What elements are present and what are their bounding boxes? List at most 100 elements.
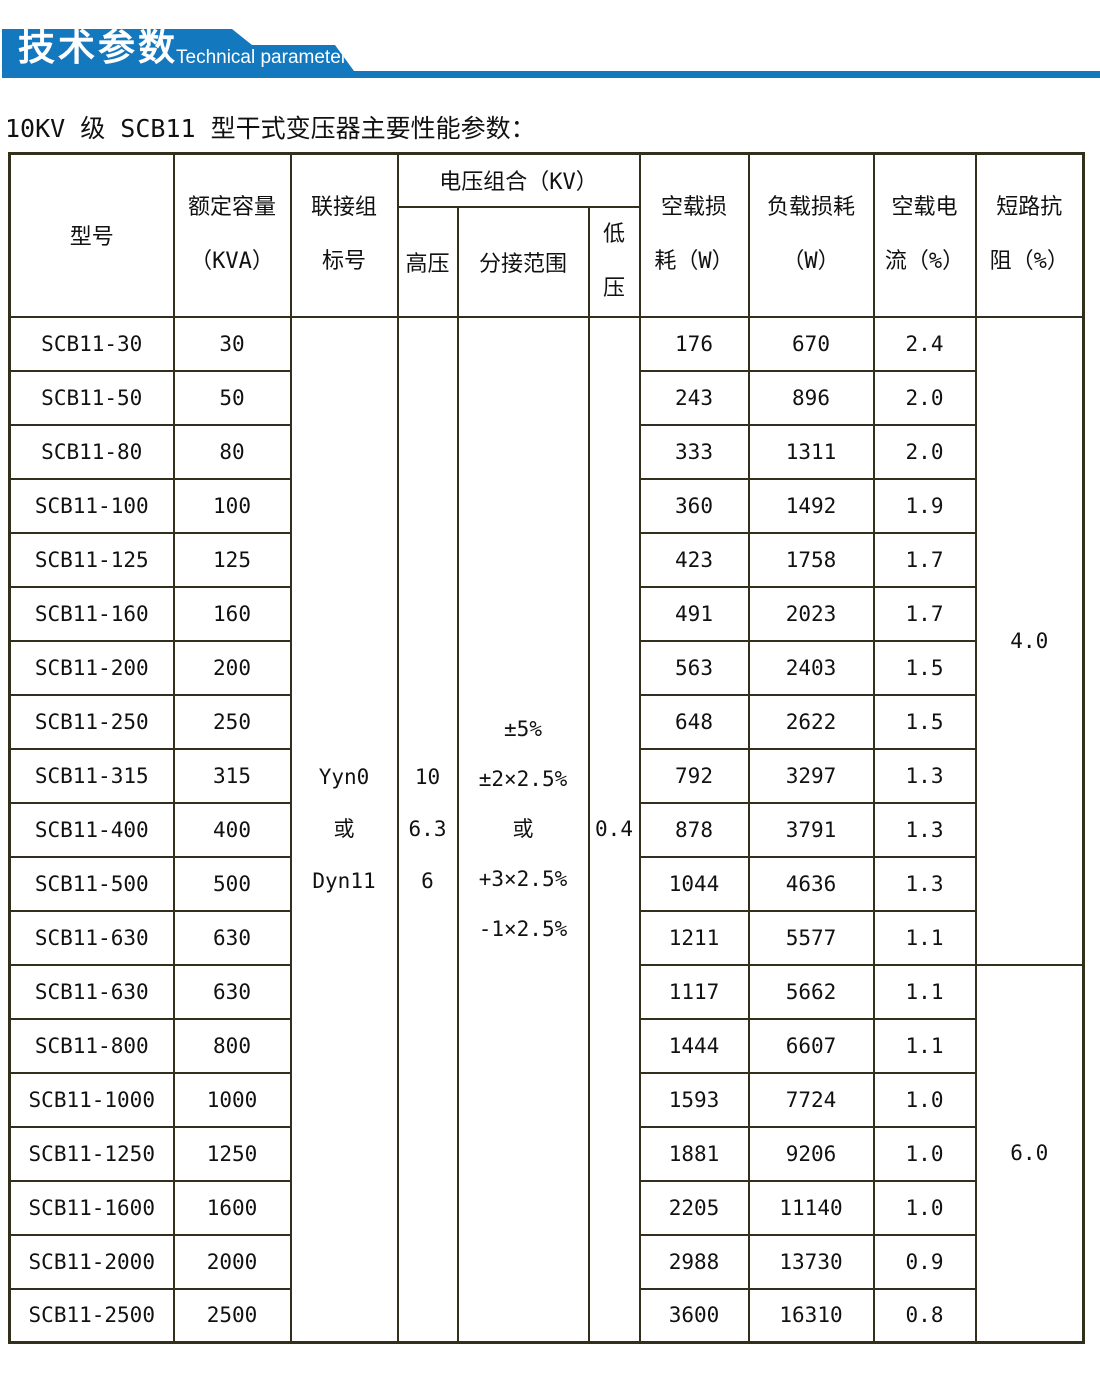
cell-noload-loss: 2205 [638, 1179, 750, 1236]
cell-noload-loss: 176 [638, 315, 750, 372]
cell-load-loss: 2622 [747, 693, 875, 750]
cell-capacity: 160 [172, 585, 292, 642]
cell-noload-loss: 2988 [638, 1233, 750, 1290]
cell-model: SCB11-125 [8, 531, 175, 588]
cell-noload-current: 2.4 [872, 315, 977, 372]
cell-noload-loss: 3600 [638, 1287, 750, 1344]
cell-model: SCB11-160 [8, 585, 175, 642]
table-row: SCB11-160 160 491 2023 1.7 [8, 585, 1084, 642]
table-row: SCB11-1000 1000 1593 7724 1.0 [8, 1071, 1084, 1128]
cell-load-loss: 9206 [747, 1125, 875, 1182]
header-row-2: 高压 分接范围 低 压 [10, 205, 1084, 318]
cell-capacity: 50 [172, 369, 292, 426]
table-row: SCB11-400 400 878 3791 1.3 [8, 801, 1084, 858]
table-row: SCB11-125 125 423 1758 1.7 [8, 531, 1084, 588]
header-connection-group: 联接组 标号 [289, 152, 399, 318]
cell-load-loss: 5662 [747, 963, 875, 1020]
cell-noload-current: 1.5 [872, 639, 977, 696]
banner-title-en: Technical parameter [176, 47, 348, 68]
cell-noload-current: 1.1 [872, 963, 977, 1020]
cell-capacity: 125 [172, 531, 292, 588]
cell-capacity: 500 [172, 855, 292, 912]
cell-load-loss: 1311 [747, 423, 875, 480]
header-low-voltage: 低 压 [587, 205, 641, 318]
cell-capacity: 80 [172, 423, 292, 480]
cell-model: SCB11-50 [8, 369, 175, 426]
cell-model: SCB11-1250 [8, 1125, 175, 1182]
table-row: SCB11-1600 1600 2205 11140 1.0 [8, 1179, 1084, 1236]
cell-load-loss: 5577 [747, 909, 875, 966]
cell-noload-loss: 423 [638, 531, 750, 588]
cell-load-loss: 670 [747, 315, 875, 372]
table-row: SCB11-2500 2500 3600 16310 0.8 [8, 1287, 1084, 1344]
cell-noload-current: 1.5 [872, 693, 977, 750]
cell-high-voltage: 10 6.3 6 [396, 315, 459, 1344]
cell-connection-group: Yyn0 或 Dyn11 [289, 315, 399, 1344]
cell-capacity: 30 [172, 315, 292, 372]
cell-low-voltage: 0.4 [587, 315, 641, 1344]
cell-model: SCB11-1000 [8, 1071, 175, 1128]
header-capacity: 额定容量 （KVA） [172, 152, 292, 318]
cell-load-loss: 1758 [747, 531, 875, 588]
cell-model: SCB11-80 [8, 423, 175, 480]
cell-load-loss: 16310 [747, 1287, 875, 1344]
header-impedance: 短路抗 阻（%） [974, 152, 1085, 318]
cell-model: SCB11-500 [8, 855, 175, 912]
cell-model: SCB11-1600 [8, 1179, 175, 1236]
header-voltage-group: 电压组合（KV） [396, 152, 641, 208]
cell-model: SCB11-315 [8, 747, 175, 804]
table-row: SCB11-80 80 333 1311 2.0 [8, 423, 1084, 480]
cell-noload-loss: 1444 [638, 1017, 750, 1074]
cell-capacity: 630 [172, 963, 292, 1020]
cell-capacity: 630 [172, 909, 292, 966]
cell-capacity: 400 [172, 801, 292, 858]
table-row: SCB11-2000 2000 2988 13730 0.9 [8, 1233, 1084, 1290]
header-model: 型号 [8, 152, 175, 318]
cell-noload-loss: 1881 [638, 1125, 750, 1182]
cell-load-loss: 1492 [747, 477, 875, 534]
header-noload-current: 空载电 流（%） [872, 152, 977, 318]
spec-table: 型号 额定容量 （KVA） 联接组 标号 电压组合（KV） 空载损 耗（W） 负… [8, 152, 1085, 1344]
cell-noload-current: 1.0 [872, 1125, 977, 1182]
cell-noload-current: 2.0 [872, 369, 977, 426]
cell-noload-current: 1.1 [872, 1017, 977, 1074]
table-row: SCB11-315 315 792 3297 1.3 [8, 747, 1084, 804]
cell-model: SCB11-2500 [8, 1287, 175, 1344]
cell-model: SCB11-400 [8, 801, 175, 858]
cell-noload-current: 0.9 [872, 1233, 977, 1290]
cell-model: SCB11-100 [8, 477, 175, 534]
cell-noload-loss: 792 [638, 747, 750, 804]
cell-load-loss: 13730 [747, 1233, 875, 1290]
header-load-loss: 负载损耗 （W） [747, 152, 875, 318]
cell-capacity: 1250 [172, 1125, 292, 1182]
cell-noload-loss: 1211 [638, 909, 750, 966]
table-row: SCB11-250 250 648 2622 1.5 [8, 693, 1084, 750]
table-row: SCB11-100 100 360 1492 1.9 [8, 477, 1084, 534]
page-title: 10KV 级 SCB11 型干式变压器主要性能参数： [5, 114, 536, 143]
cell-noload-current: 1.9 [872, 477, 977, 534]
cell-noload-current: 0.8 [872, 1287, 977, 1344]
cell-impedance: 4.0 [974, 315, 1085, 966]
cell-load-loss: 4636 [747, 855, 875, 912]
cell-load-loss: 2403 [747, 639, 875, 696]
cell-noload-loss: 1593 [638, 1071, 750, 1128]
cell-load-loss: 11140 [747, 1179, 875, 1236]
cell-capacity: 200 [172, 639, 292, 696]
table-row: SCB11-630 630 1211 5577 1.1 [8, 909, 1084, 966]
cell-model: SCB11-630 [8, 963, 175, 1020]
cell-noload-loss: 333 [638, 423, 750, 480]
table-row: SCB11-1250 1250 1881 9206 1.0 [8, 1125, 1084, 1182]
cell-model: SCB11-800 [8, 1017, 175, 1074]
table-row: SCB11-200 200 563 2403 1.5 [8, 639, 1084, 696]
cell-noload-loss: 878 [638, 801, 750, 858]
cell-load-loss: 3297 [747, 747, 875, 804]
cell-noload-current: 1.0 [872, 1071, 977, 1128]
table-header: 型号 额定容量 （KVA） 联接组 标号 电压组合（KV） 空载损 耗（W） 负… [8, 152, 1085, 318]
cell-capacity: 1600 [172, 1179, 292, 1236]
cell-model: SCB11-630 [8, 909, 175, 966]
cell-noload-loss: 563 [638, 639, 750, 696]
cell-capacity: 1000 [172, 1071, 292, 1128]
table-row: SCB11-800 800 1444 6607 1.1 [8, 1017, 1084, 1074]
cell-noload-current: 1.0 [872, 1179, 977, 1236]
